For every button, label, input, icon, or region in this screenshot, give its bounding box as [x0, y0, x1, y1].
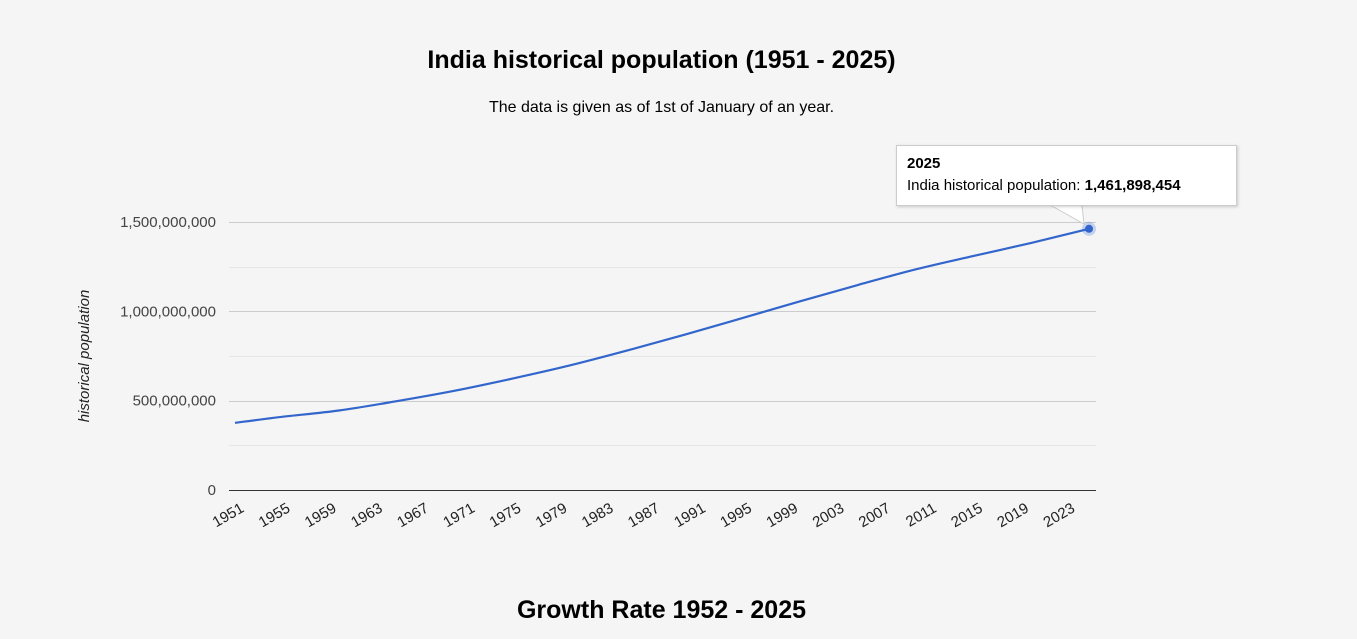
highlight-data-point — [1085, 224, 1093, 233]
y-tick-label: 1,500,000,000 — [120, 214, 216, 231]
data-point-tooltip: 2025 India historical population: 1,461,… — [896, 145, 1237, 206]
series-line — [234, 227, 1090, 424]
y-axis-ticks: 0 500,000,000 1,000,000,000 1,500,000,000 — [120, 214, 216, 499]
y-tick-label: 1,000,000,000 — [120, 303, 216, 320]
tooltip-value: 1,461,898,454 — [1084, 177, 1181, 194]
tooltip-label: India historical population: — [907, 177, 1081, 194]
grid-lines — [229, 222, 1096, 446]
chart-subtitle: The data is given as of 1st of January o… — [488, 99, 835, 116]
chart-title: India historical population (1951 - 2025… — [427, 46, 896, 74]
y-tick-label: 500,000,000 — [133, 393, 216, 410]
growth-rate-heading: Growth Rate 1952 - 2025 — [516, 596, 806, 624]
tooltip-year: 2025 — [907, 155, 941, 172]
y-axis-label: historical population — [76, 290, 93, 423]
series-layer[interactable] — [234, 221, 1096, 424]
y-tick-label: 0 — [208, 482, 216, 499]
